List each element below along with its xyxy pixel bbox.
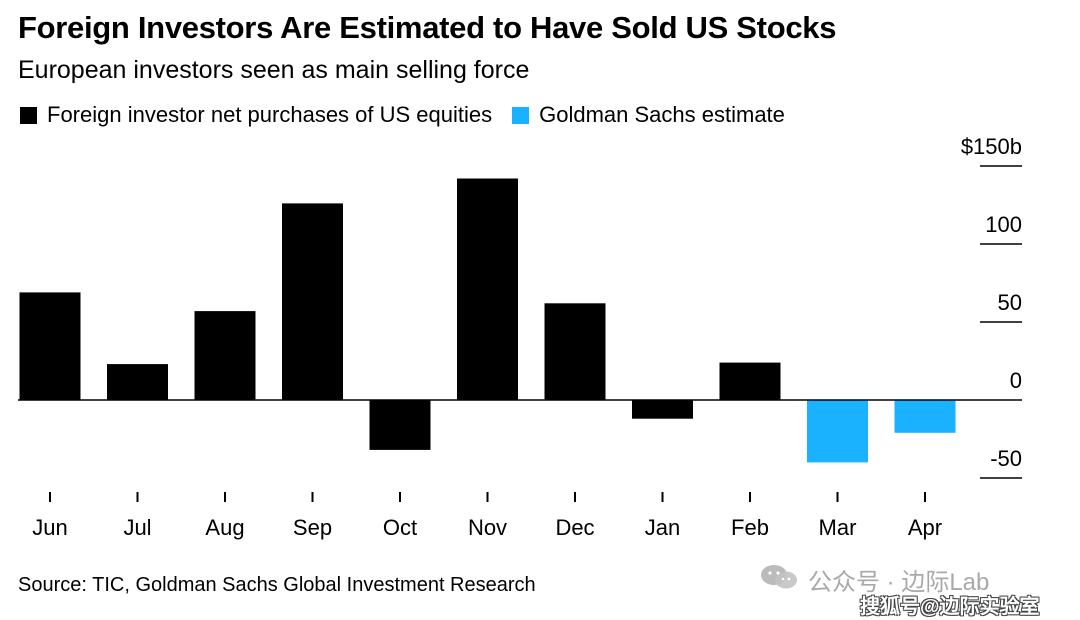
x-tick-label: Jun	[32, 515, 67, 540]
watermark: 公众号 · 边际Lab 搜狐号@边际实验室	[760, 560, 1070, 618]
y-tick-label: -50	[990, 446, 1022, 471]
legend-item-gs-estimate: Goldman Sachs estimate	[512, 102, 785, 128]
bar-feb	[719, 362, 781, 400]
x-tick-label: Feb	[731, 515, 769, 540]
x-tick-label: Sep	[293, 515, 332, 540]
x-tick-label: Jul	[123, 515, 151, 540]
bar-mar	[807, 400, 868, 463]
legend-item-net-purchases: Foreign investor net purchases of US equ…	[20, 102, 492, 128]
legend-label-gs-estimate: Goldman Sachs estimate	[539, 102, 785, 127]
bar-sep	[282, 203, 343, 400]
x-tick-label: Apr	[908, 515, 942, 540]
x-tick-label: Oct	[383, 515, 417, 540]
chart-subtitle: European investors seen as main selling …	[18, 56, 530, 84]
chart-title: Foreign Investors Are Estimated to Have …	[18, 10, 837, 45]
bar-oct	[369, 400, 431, 450]
legend-label-net-purchases: Foreign investor net purchases of US equ…	[47, 102, 493, 127]
bar-jan	[632, 400, 693, 419]
legend: Foreign investor net purchases of US equ…	[20, 101, 805, 129]
bar-dec	[544, 303, 606, 400]
y-tick-label: 100	[985, 212, 1022, 237]
wechat-icon	[761, 565, 797, 589]
x-tick-label: Dec	[555, 515, 594, 540]
watermark-line1: 公众号 · 边际Lab	[808, 569, 990, 596]
watermark-line2: 搜狐号@边际实验室	[860, 596, 1040, 618]
bar-aug	[194, 311, 256, 400]
bar-jul	[107, 364, 168, 400]
legend-swatch-blue	[512, 106, 530, 124]
x-tick-label: Mar	[819, 515, 857, 540]
y-tick-label: 0	[1010, 368, 1022, 393]
source-note: Source: TIC, Goldman Sachs Global Invest…	[18, 574, 536, 596]
bar-nov	[457, 178, 518, 400]
legend-swatch-black	[20, 106, 37, 124]
x-tick-label: Jan	[645, 515, 680, 540]
y-tick-label: 50	[998, 290, 1022, 315]
bar-jun	[19, 292, 81, 400]
x-tick-label: Aug	[205, 515, 244, 540]
bar-apr	[894, 400, 956, 433]
x-tick-label: Nov	[468, 515, 507, 540]
y-tick-label: $150b	[961, 134, 1022, 159]
